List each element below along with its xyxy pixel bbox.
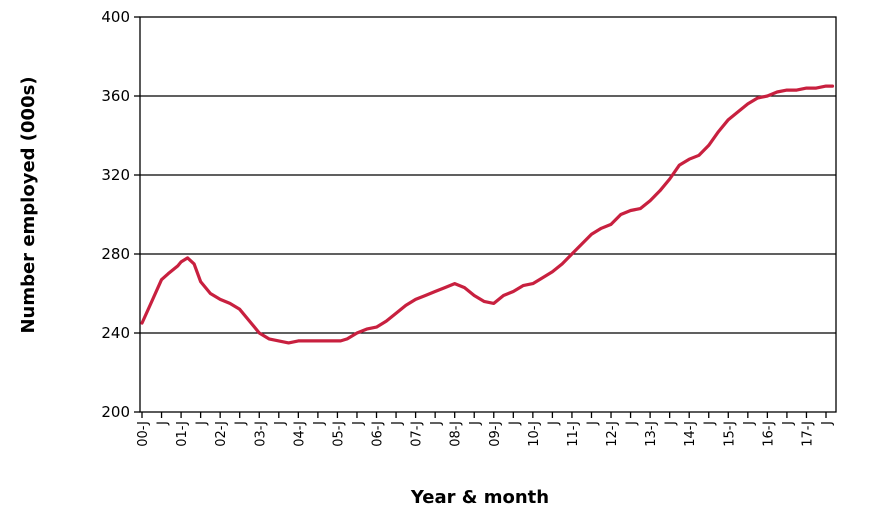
x-tick-label: 15-J xyxy=(722,421,737,447)
x-tick-label: J xyxy=(585,421,600,426)
x-tick-label: J xyxy=(351,421,366,426)
x-tick-label: J xyxy=(234,421,249,426)
x-tick-label: J xyxy=(742,421,757,426)
x-tick-label: 10-J xyxy=(527,421,542,447)
y-tick-label: 360 xyxy=(101,87,130,105)
y-tick-label: 320 xyxy=(101,166,130,184)
x-tick-label: J xyxy=(312,421,327,426)
gridlines xyxy=(140,95,836,334)
x-tick-label: J xyxy=(156,421,171,426)
series-line xyxy=(140,84,835,345)
x-tick-label: J xyxy=(546,421,561,426)
x-tick-label: 09-J xyxy=(488,421,503,447)
x-tick-label: J xyxy=(625,421,640,426)
x-tick-label: 00-J xyxy=(136,421,151,447)
series-layer xyxy=(140,84,835,345)
plot-area xyxy=(139,16,837,413)
x-tick-label: 04-J xyxy=(292,421,307,447)
x-tick-label: 14-J xyxy=(683,421,698,447)
x-tick-label: J xyxy=(664,421,679,426)
x-tick-label: 02-J xyxy=(214,421,229,447)
y-axis: 200 240 280 320 360 400 xyxy=(101,8,140,421)
x-tick-label: J xyxy=(507,421,522,426)
x-tick-label: 03-J xyxy=(253,421,268,447)
y-tick-label: 400 xyxy=(101,8,130,26)
y-tick-label: 280 xyxy=(101,245,130,263)
y-tick-label: 200 xyxy=(101,403,130,421)
y-tick-label: 240 xyxy=(101,324,130,342)
y-axis-title: Number employed (000s) xyxy=(18,76,39,333)
x-tick-label: J xyxy=(468,421,483,426)
x-axis-title: Year & month xyxy=(410,487,549,508)
x-tick-label: J xyxy=(195,421,210,426)
x-tick-label: J xyxy=(703,421,718,426)
x-tick-label: 06-J xyxy=(371,421,386,447)
x-tick-label: 13-J xyxy=(644,421,659,447)
x-tick-label: 16-J xyxy=(761,421,776,447)
x-axis: 00-J J 01-J J 02-J J 03-J J 04-J J 05-J J 06-J J 07-J J… xyxy=(136,412,835,447)
x-tick-label: J xyxy=(390,421,405,426)
x-tick-label: 08-J xyxy=(449,421,464,447)
x-tick-label: J xyxy=(781,421,796,426)
x-tick-label: 17-J xyxy=(800,421,815,447)
x-tick-label: 07-J xyxy=(410,421,425,447)
x-tick-label: 12-J xyxy=(605,421,620,447)
x-tick-label: J xyxy=(429,421,444,426)
x-tick-label: 05-J xyxy=(331,421,346,447)
x-tick-label: 01-J xyxy=(175,421,190,447)
x-tick-label: 11-J xyxy=(566,421,581,447)
x-tick-label: J xyxy=(820,421,835,426)
x-tick-label: J xyxy=(273,421,288,426)
